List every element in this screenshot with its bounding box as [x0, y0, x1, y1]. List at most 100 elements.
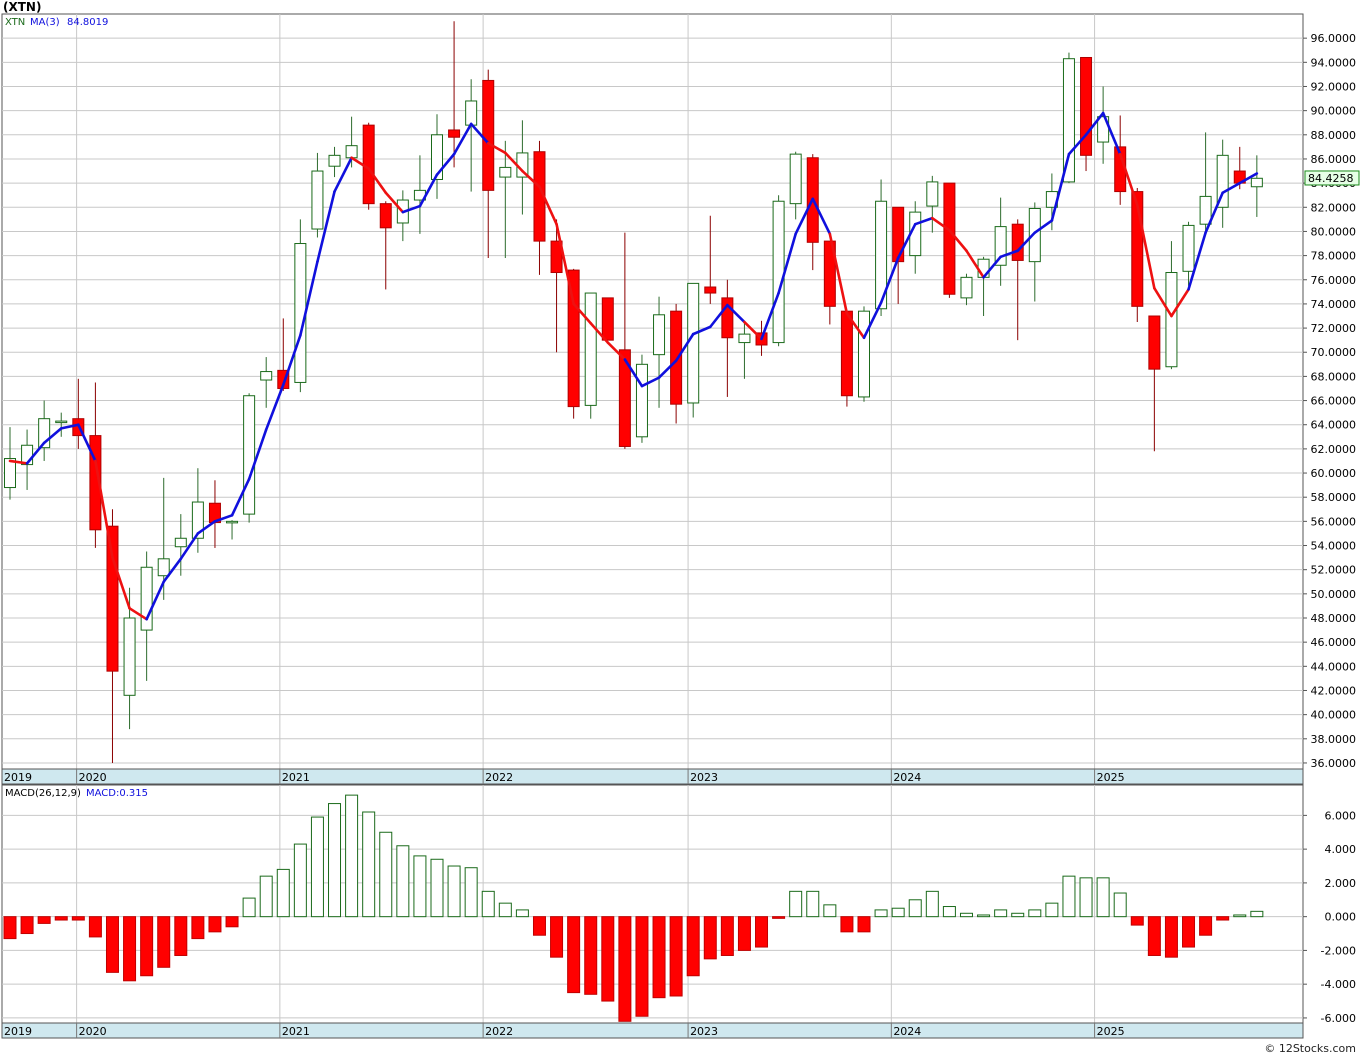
ma3-line-segment	[1238, 172, 1259, 185]
price-ytick-label: 72.0000	[1311, 322, 1357, 335]
macd-bar	[635, 916, 649, 1017]
price-ytick-label: 62.0000	[1311, 443, 1357, 456]
ma3-line-segment	[452, 122, 473, 156]
ma3-line-segment	[281, 334, 302, 387]
ma3-line-segment	[162, 557, 183, 584]
ma3-line-segment	[77, 423, 97, 463]
macd-bar	[515, 909, 529, 918]
macd-bar	[242, 897, 256, 918]
ma3-line-segment	[1033, 219, 1054, 234]
price-legend-ticker: XTN	[5, 17, 25, 28]
price-ytick-label: 86.0000	[1311, 153, 1357, 166]
price-ytick-label: 96.0000	[1311, 32, 1357, 45]
ma3-line-segment	[111, 556, 131, 610]
price-ytick-label: 46.0000	[1311, 636, 1357, 649]
ma3-line-segment	[691, 325, 712, 336]
ma3-line-segment	[589, 321, 610, 344]
price-ytick-label: 76.0000	[1311, 274, 1357, 287]
ma3-line-segment	[94, 459, 114, 559]
price-ytick-label: 92.0000	[1311, 80, 1357, 93]
macd-ytick-label: -6.000	[1321, 1012, 1356, 1025]
ma3-line-segment	[1016, 231, 1037, 253]
macd-bar	[669, 916, 683, 997]
macd-bar	[3, 916, 17, 940]
candle-body	[482, 79, 495, 191]
ma3-line-segment	[213, 514, 234, 523]
price-ytick-label: 40.0000	[1311, 709, 1357, 722]
ma3-line-segment	[1170, 288, 1190, 318]
price-ytick-label: 54.0000	[1311, 540, 1357, 553]
macd-bar	[1250, 910, 1264, 918]
macd-bar	[1199, 916, 1213, 936]
macd-bar	[686, 916, 700, 977]
macd-bar	[379, 831, 393, 918]
ma3-line-segment	[555, 222, 575, 306]
macd-bar	[447, 865, 461, 918]
candle-body	[465, 100, 478, 126]
ma3-line-segment	[8, 459, 29, 465]
macd-bar	[88, 916, 102, 938]
macd-bar	[891, 907, 905, 918]
ma3-line-segment	[879, 256, 900, 305]
ma3-line-segment	[708, 303, 729, 329]
macd-bar	[874, 909, 888, 918]
price-legend-ma-value: 84.8019	[67, 17, 108, 28]
macd-bar	[123, 916, 137, 982]
price-ytick-label: 36.0000	[1311, 757, 1357, 770]
macd-bar	[908, 899, 922, 918]
macd-bar	[413, 855, 427, 918]
macd-bar	[225, 916, 239, 928]
macd-bar	[1045, 902, 1059, 918]
ma3-line-segment	[367, 167, 388, 195]
candle-body	[687, 282, 700, 404]
ma3-line-segment	[760, 291, 780, 341]
candle-body	[123, 617, 136, 696]
ma3-line-segment	[264, 383, 285, 431]
macd-bar	[259, 875, 273, 918]
date-axis-label: 2023	[690, 1025, 718, 1038]
price-ytick-label: 78.0000	[1311, 250, 1357, 263]
ma3-line-segment	[1135, 203, 1156, 290]
price-ytick-label: 52.0000	[1311, 564, 1357, 577]
ma3-line-segment	[862, 301, 883, 340]
candle-body	[140, 566, 153, 631]
candle-body	[226, 520, 239, 524]
price-ytick-label: 82.0000	[1311, 201, 1357, 214]
ma3-line-segment	[811, 197, 832, 236]
macd-ytick-label: 4.000	[1325, 843, 1357, 856]
price-ytick-label: 90.0000	[1311, 105, 1357, 118]
macd-bar	[396, 845, 410, 918]
date-axis-label: 2024	[893, 771, 921, 784]
macd-bar	[823, 904, 837, 918]
ma3-line-segment	[845, 312, 866, 340]
macd-bar	[942, 906, 956, 918]
candle-body	[1182, 224, 1195, 272]
date-axis-label: 2025	[1097, 1025, 1125, 1038]
macd-bar	[1182, 916, 1196, 948]
macd-bar	[840, 916, 854, 933]
ma3-line-segment	[572, 302, 593, 325]
date-axis-label: 2021	[282, 1025, 310, 1038]
candle-body	[89, 435, 102, 531]
date-axis-label: 2019	[4, 1025, 32, 1038]
macd-bar	[1028, 909, 1042, 918]
date-axis-label: 2022	[485, 1025, 513, 1038]
candle-body	[670, 310, 683, 405]
date-axis-label: 2019	[4, 771, 32, 784]
candle-body	[550, 240, 563, 274]
macd-bar	[208, 916, 222, 933]
macd-ytick-label: -4.000	[1321, 978, 1356, 991]
candle-body	[618, 349, 631, 447]
candle-body	[738, 333, 751, 344]
ma3-line-segment	[965, 249, 985, 279]
ma3-line-segment	[794, 197, 815, 236]
price-ytick-label: 64.0000	[1311, 419, 1357, 432]
macd-bar	[567, 916, 581, 994]
ma3-line-segment	[299, 260, 319, 337]
macd-ytick-label: 0.000	[1325, 911, 1357, 924]
ma3-line-segment	[384, 191, 405, 214]
ma3-line-segment	[25, 441, 46, 465]
price-ytick-label: 94.0000	[1311, 56, 1357, 69]
price-ytick-label: 50.0000	[1311, 588, 1357, 601]
ma3-line-segment	[1050, 152, 1071, 222]
